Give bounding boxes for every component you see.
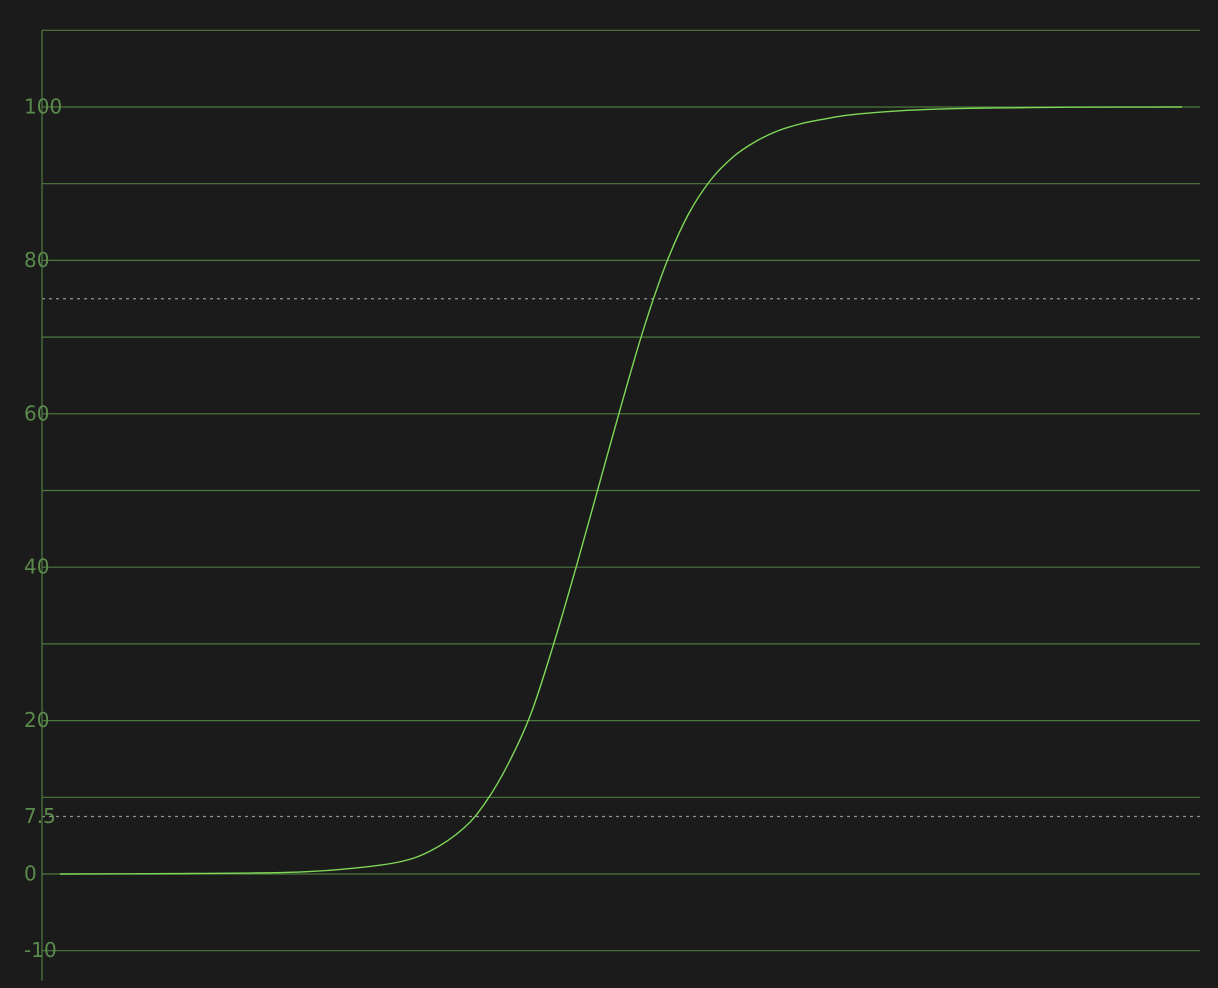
y-tick-label: 7.5 bbox=[24, 804, 56, 828]
y-tick-label: 20 bbox=[24, 708, 49, 732]
series-curve bbox=[59, 106, 1183, 875]
tick-label-layer: 100 80 60 40 20 7.5 0 -10 bbox=[24, 95, 62, 963]
y-tick-label: 80 bbox=[24, 248, 49, 272]
y-tick-label: 40 bbox=[24, 555, 49, 579]
y-tick-label: 0 bbox=[24, 862, 37, 886]
y-tick-label: 60 bbox=[24, 401, 49, 425]
y-tick-label: -10 bbox=[24, 938, 57, 962]
y-tick-label: 100 bbox=[24, 95, 62, 119]
reference-layer bbox=[42, 298, 1200, 818]
grid-layer bbox=[42, 29, 1200, 952]
